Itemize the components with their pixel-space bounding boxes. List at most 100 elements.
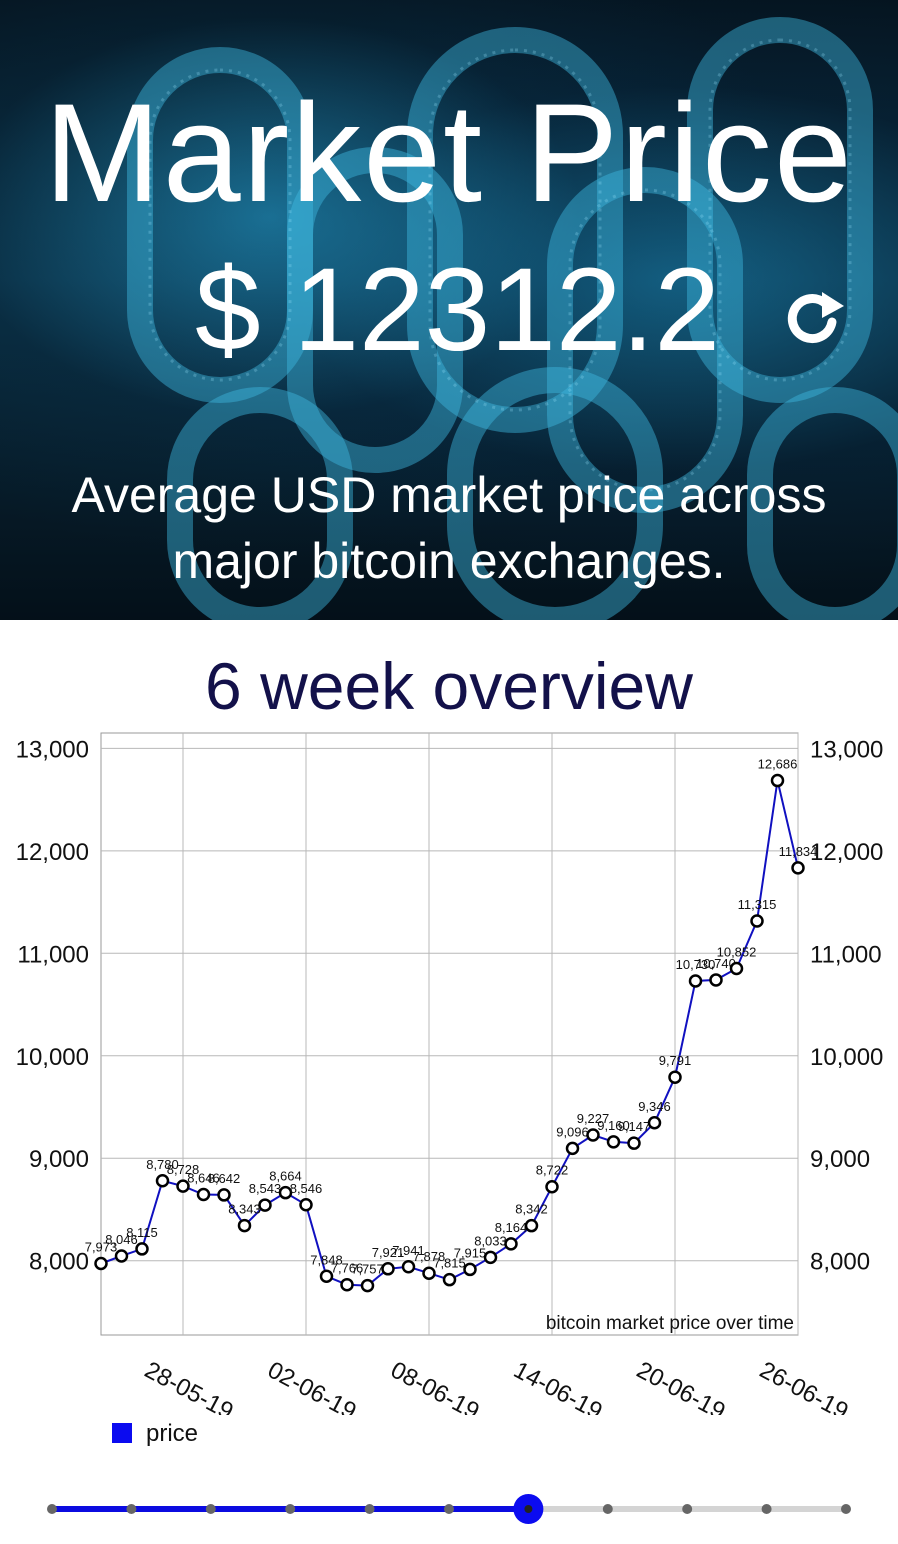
price-point-label: 10,852 xyxy=(717,944,757,959)
price-point xyxy=(258,1198,272,1212)
price-point xyxy=(278,1185,293,1200)
price-point-label: 9,227 xyxy=(577,1111,610,1126)
y-tick-label-left: 10,000 xyxy=(16,1044,89,1071)
price-point xyxy=(524,1218,539,1233)
price-point xyxy=(135,1242,149,1256)
price-point-label: 7,815 xyxy=(433,1256,466,1271)
price-point xyxy=(217,1188,231,1202)
price-point-label: 8,164 xyxy=(495,1220,528,1235)
price-point-label: 9,346 xyxy=(638,1099,671,1114)
price-description: Average USD market price across major bi… xyxy=(0,462,898,594)
y-tick-label-right: 10,000 xyxy=(810,1044,883,1071)
price-point-label: 7,766 xyxy=(331,1261,364,1276)
price-point-label: 7,878 xyxy=(413,1249,446,1264)
price-point-label: 8,115 xyxy=(126,1225,158,1240)
price-point xyxy=(237,1218,252,1233)
y-tick-label-right: 9,000 xyxy=(810,1146,870,1173)
price-point xyxy=(729,961,744,976)
price-point xyxy=(401,1260,416,1274)
price-point-label: 11,315 xyxy=(738,897,777,912)
blockchain-background-image xyxy=(127,17,898,620)
price-point-label: 9,160 xyxy=(597,1118,630,1133)
price-point xyxy=(606,1135,621,1149)
price-point xyxy=(668,1070,682,1084)
slider-step-dot[interactable] xyxy=(444,1504,454,1514)
page-title: Market Price xyxy=(44,74,854,231)
price-point-label: 8,646 xyxy=(187,1171,220,1186)
price-point-label: 8,343 xyxy=(228,1202,261,1217)
price-row: $ 12312.2 xyxy=(0,250,898,370)
price-point xyxy=(463,1262,477,1277)
refresh-icon xyxy=(787,292,844,344)
price-point-label: 7,915 xyxy=(454,1245,487,1260)
slider-step-dot[interactable] xyxy=(761,1504,772,1514)
x-tick-label: 08-06-19 xyxy=(386,1356,484,1415)
price-point-label: 7,921 xyxy=(372,1245,405,1260)
plot-frame xyxy=(100,732,799,1336)
chart-annotation: bitcoin market price over time xyxy=(546,1313,794,1334)
price-point-label: 7,973 xyxy=(85,1239,118,1254)
price-point xyxy=(442,1272,457,1287)
price-point xyxy=(647,1116,662,1130)
x-tick-label: 26-06-19 xyxy=(755,1356,853,1415)
price-point xyxy=(565,1141,580,1156)
slider-step-dot[interactable] xyxy=(126,1504,137,1514)
price-point xyxy=(709,973,723,987)
price-point-label: 9,147 xyxy=(618,1119,651,1134)
slider-step-dot[interactable] xyxy=(682,1504,693,1514)
refresh-button[interactable] xyxy=(778,282,850,354)
price-point xyxy=(114,1249,129,1263)
price-point xyxy=(586,1128,600,1142)
x-tick-label: 28-05-19 xyxy=(140,1356,238,1415)
price-point xyxy=(483,1250,498,1265)
y-tick-label-left: 13,000 xyxy=(16,736,89,763)
y-tick-label-left: 9,000 xyxy=(29,1146,89,1173)
price-point xyxy=(94,1256,108,1271)
price-point xyxy=(688,974,703,988)
price-point-label: 8,664 xyxy=(269,1169,302,1184)
slider-thumb-center xyxy=(524,1505,533,1513)
price-point xyxy=(750,914,764,928)
price-point xyxy=(770,773,785,788)
price-point xyxy=(340,1277,354,1292)
price-point-label: 10,730 xyxy=(676,957,716,972)
slider-step-dot[interactable] xyxy=(602,1504,613,1514)
slider-step-dot[interactable] xyxy=(364,1504,375,1514)
price-point xyxy=(176,1179,190,1193)
slider-step-dot[interactable] xyxy=(205,1504,216,1514)
page-indicator-slider[interactable] xyxy=(0,1480,898,1540)
price-point-label: 8,342 xyxy=(515,1202,548,1217)
price-series-line xyxy=(100,780,799,1287)
current-price: $ 12312.2 xyxy=(195,244,720,376)
overview-title: 6 week overview xyxy=(205,649,693,723)
price-point xyxy=(422,1266,436,1280)
price-point-label: 7,757 xyxy=(351,1262,384,1277)
price-point xyxy=(299,1198,313,1212)
y-tick-label-right: 11,000 xyxy=(810,941,882,968)
price-point xyxy=(381,1262,395,1276)
description-line-2: major bitcoin exchanges. xyxy=(172,533,726,589)
price-point-label: 8,046 xyxy=(105,1232,138,1247)
price-point xyxy=(319,1269,334,1284)
price-point-label: 8,543 xyxy=(249,1181,282,1196)
slider-step-dot[interactable] xyxy=(285,1504,296,1514)
price-point-label: 7,941 xyxy=(392,1243,425,1258)
y-tick-label-right: 8,000 xyxy=(810,1249,870,1276)
legend-swatch-price xyxy=(112,1423,132,1443)
x-tick-label: 14-06-19 xyxy=(509,1356,607,1415)
price-point xyxy=(196,1187,211,1202)
price-point-label: 8,546 xyxy=(290,1181,323,1196)
legend-label-price: price xyxy=(146,1420,199,1447)
price-point-label: 9,791 xyxy=(659,1053,692,1068)
price-point xyxy=(155,1174,170,1188)
x-tick-label: 20-06-19 xyxy=(632,1356,730,1415)
x-tick-label: 02-06-19 xyxy=(263,1356,361,1415)
slider-step-dot[interactable] xyxy=(47,1504,57,1514)
description-line-1: Average USD market price across xyxy=(71,467,827,523)
slider-step-dot[interactable] xyxy=(841,1504,851,1514)
price-point-label: 12,686 xyxy=(758,757,798,772)
price-line-chart: 8,000 8,000 9,000 9,000 10,000 10,000 11,000 11… xyxy=(16,732,883,1415)
price-point-label: 8,642 xyxy=(208,1171,241,1186)
y-tick-label-left: 12,000 xyxy=(16,839,89,866)
price-point xyxy=(504,1237,518,1251)
